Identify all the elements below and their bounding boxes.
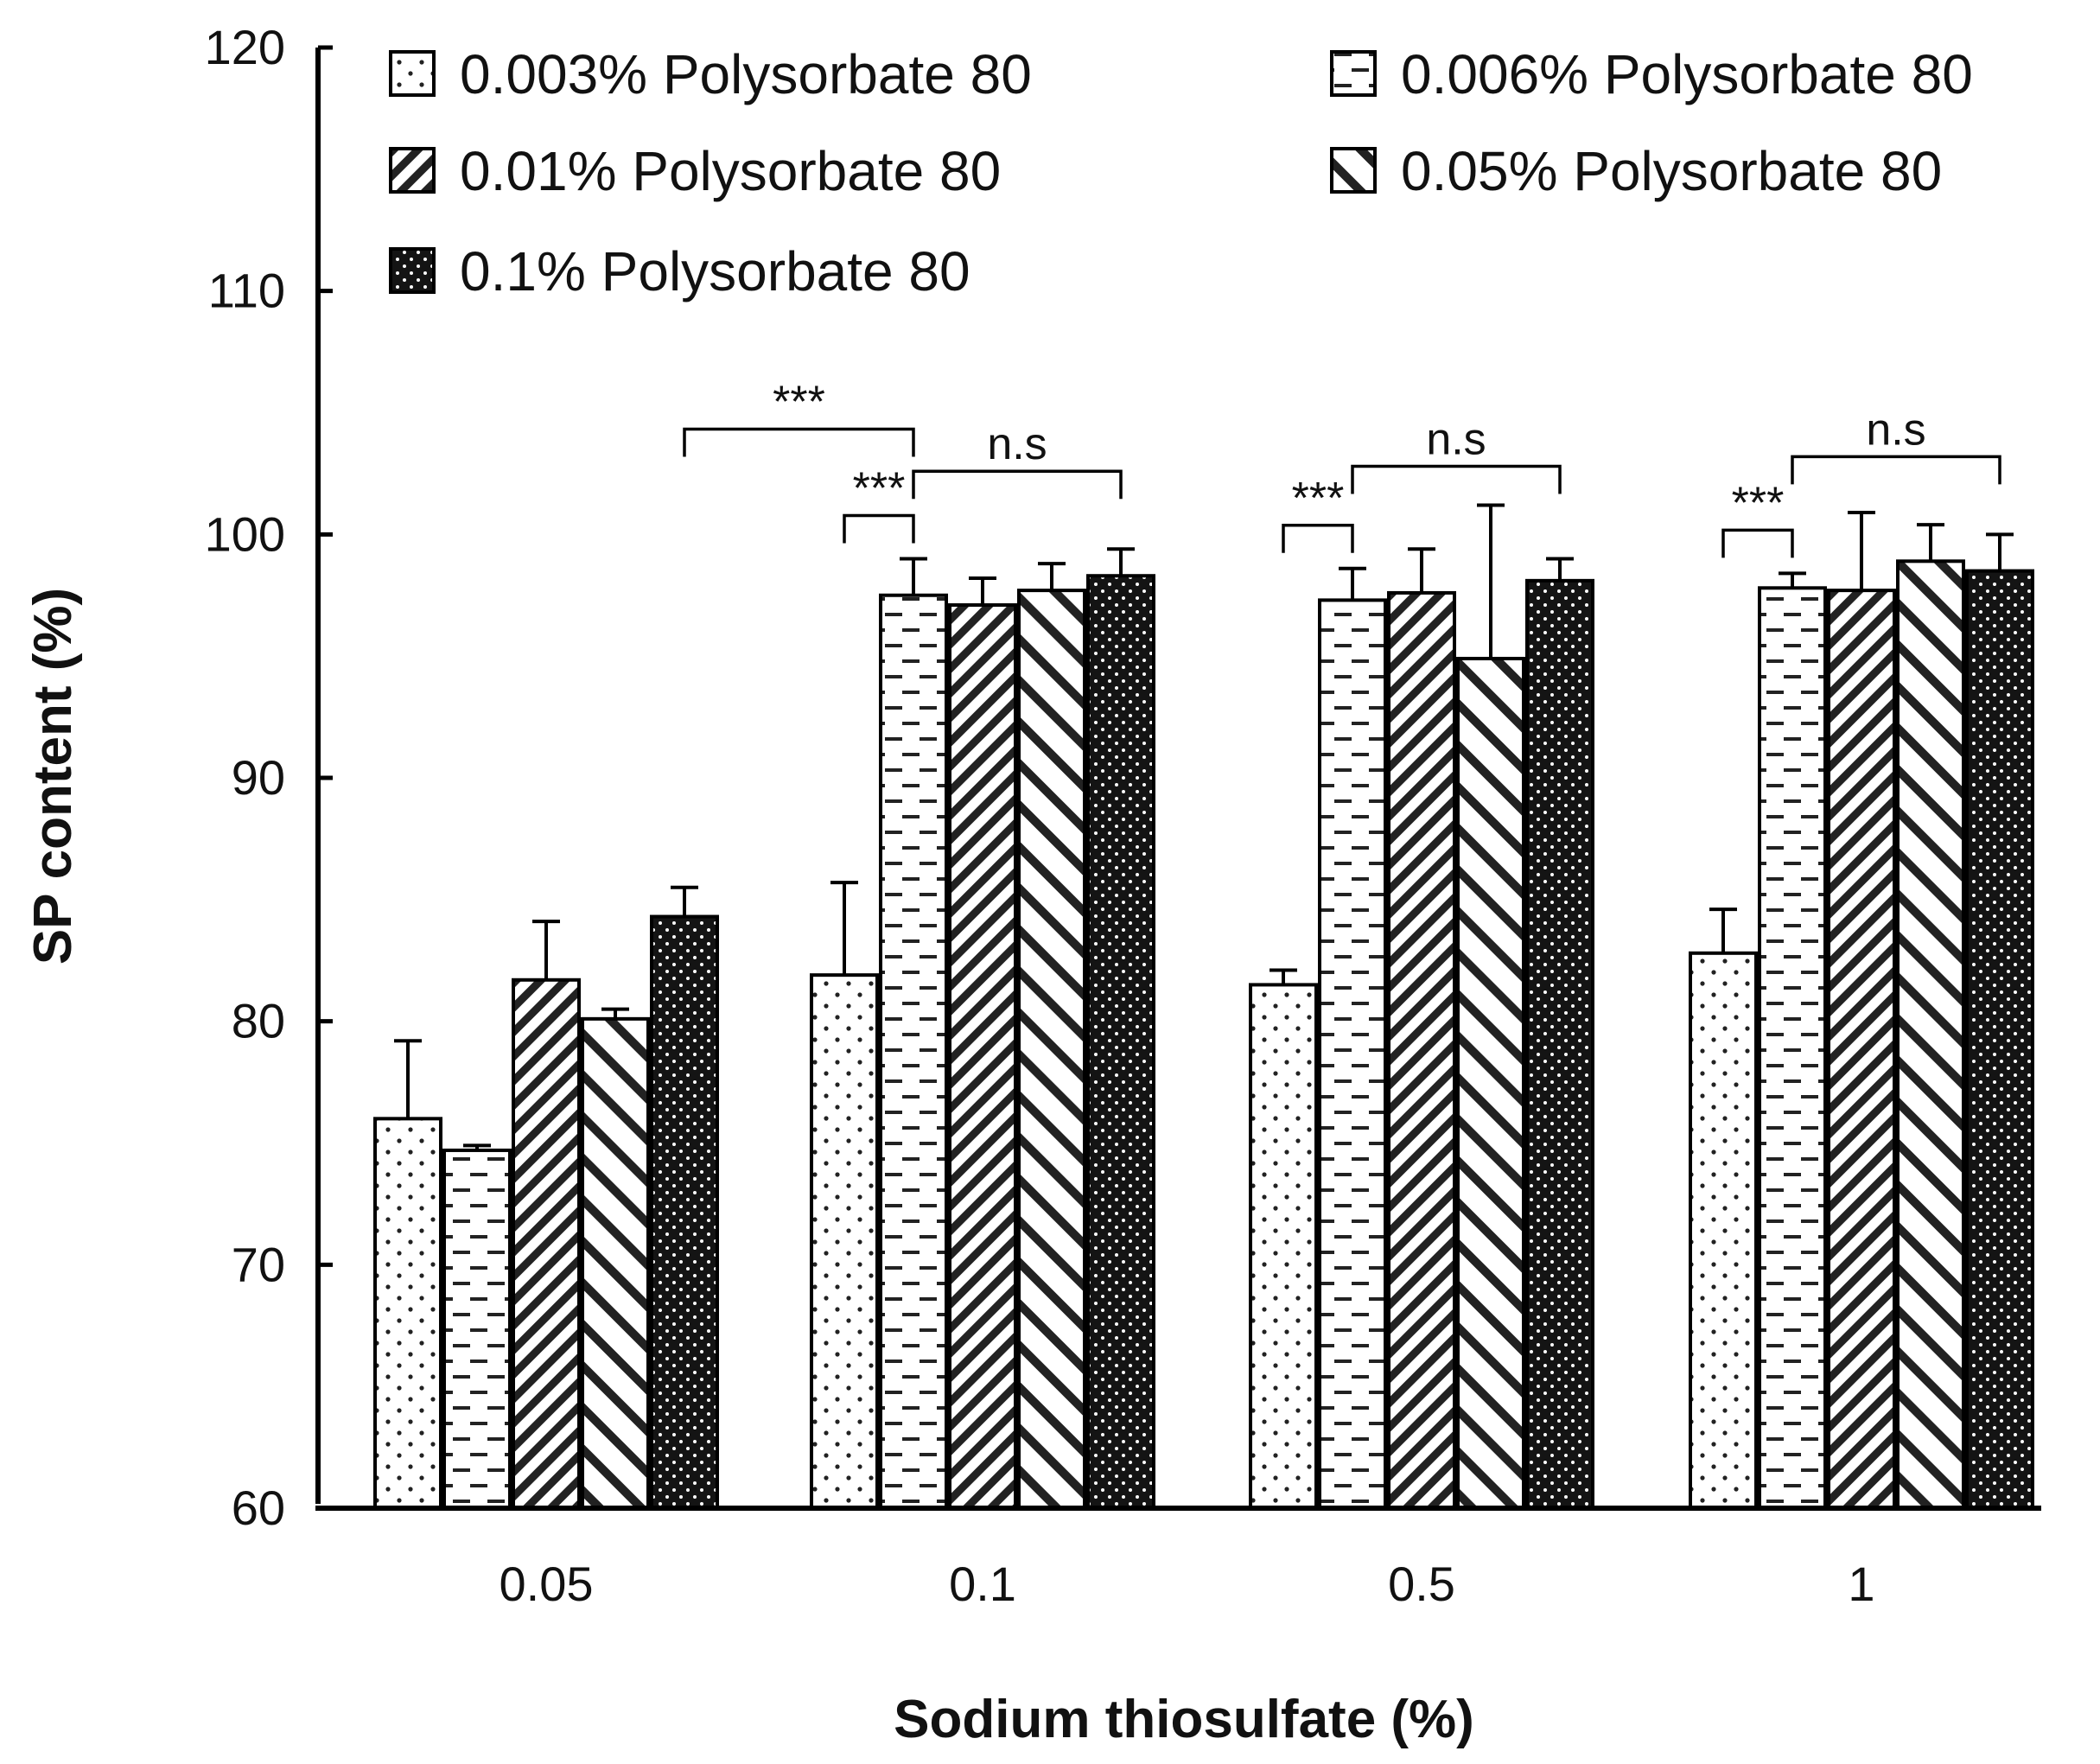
bar <box>948 603 1017 1510</box>
y-tick-label: 80 <box>232 994 285 1048</box>
x-tick-label: 0.05 <box>500 1557 594 1611</box>
y-tick-label: 120 <box>205 20 285 74</box>
significance-bracket <box>1791 455 2001 485</box>
bar <box>1318 598 1387 1511</box>
significance-brackets: *** *** n.s *** n.s *** n.s <box>683 378 2001 558</box>
legend-swatch <box>389 50 436 97</box>
significance-label: *** <box>853 464 906 514</box>
y-tick-label: 110 <box>208 264 285 318</box>
y-tick-label: 100 <box>205 506 285 561</box>
bar <box>373 1117 442 1511</box>
significance-label: *** <box>1292 474 1345 524</box>
legend-label: 0.01% Polysorbate 80 <box>460 140 1001 202</box>
y-axis-title: SP content (%) <box>23 588 83 965</box>
bar <box>879 593 948 1510</box>
bar <box>1387 590 1456 1510</box>
bar <box>1827 589 1896 1510</box>
bar <box>1249 983 1318 1510</box>
y-tick-label: 60 <box>232 1481 285 1535</box>
significance-bracket <box>1351 464 1562 494</box>
bar <box>1758 586 1827 1510</box>
bar <box>442 1148 512 1510</box>
legend-label: 0.1% Polysorbate 80 <box>460 240 970 302</box>
significance-label: n.s <box>1426 415 1486 465</box>
legend: 0.003% Polysorbate 80 0.006% Polysorbate … <box>389 43 1973 302</box>
x-tick-label: 0.1 <box>949 1557 1016 1611</box>
significance-label: n.s <box>987 419 1047 469</box>
bar <box>581 1016 650 1510</box>
bar <box>810 973 879 1510</box>
legend-swatch <box>389 247 436 294</box>
legend-swatch <box>389 147 436 194</box>
legend-label: 0.05% Polysorbate 80 <box>1401 140 1942 202</box>
bar <box>512 978 581 1510</box>
x-axis-title: Sodium thiosulfate (%) <box>894 1690 1474 1749</box>
error-bars <box>394 503 2014 1150</box>
bar <box>1896 559 1965 1510</box>
x-axis: 0.05 0.1 0.5 1 <box>315 1506 2041 1611</box>
significance-label: *** <box>773 378 825 428</box>
significance-bracket <box>843 513 915 544</box>
bar <box>1689 951 1758 1511</box>
y-tick-label: 70 <box>232 1237 285 1291</box>
x-tick-label: 0.5 <box>1388 1557 1455 1611</box>
y-tick-label: 90 <box>232 750 285 805</box>
x-tick-label: 1 <box>1848 1557 1874 1611</box>
y-axis: 60 70 80 90 100 110 120 <box>205 20 333 1535</box>
significance-bracket <box>912 469 1123 500</box>
legend-swatch <box>1330 147 1377 194</box>
legend-label: 0.006% Polysorbate 80 <box>1401 43 1973 105</box>
bar <box>1525 578 1594 1510</box>
bar <box>1086 574 1155 1510</box>
bar <box>1965 569 2034 1510</box>
legend-label: 0.003% Polysorbate 80 <box>460 43 1032 105</box>
significance-bracket <box>1282 524 1354 553</box>
significance-bracket <box>1721 528 1794 558</box>
bar <box>1017 589 1086 1510</box>
bars <box>373 559 2034 1511</box>
significance-bracket <box>683 427 915 457</box>
bar <box>1456 656 1525 1510</box>
significance-label: n.s <box>1866 404 1925 455</box>
bar <box>650 914 719 1511</box>
significance-label: *** <box>1732 478 1785 528</box>
legend-swatch <box>1330 50 1377 97</box>
